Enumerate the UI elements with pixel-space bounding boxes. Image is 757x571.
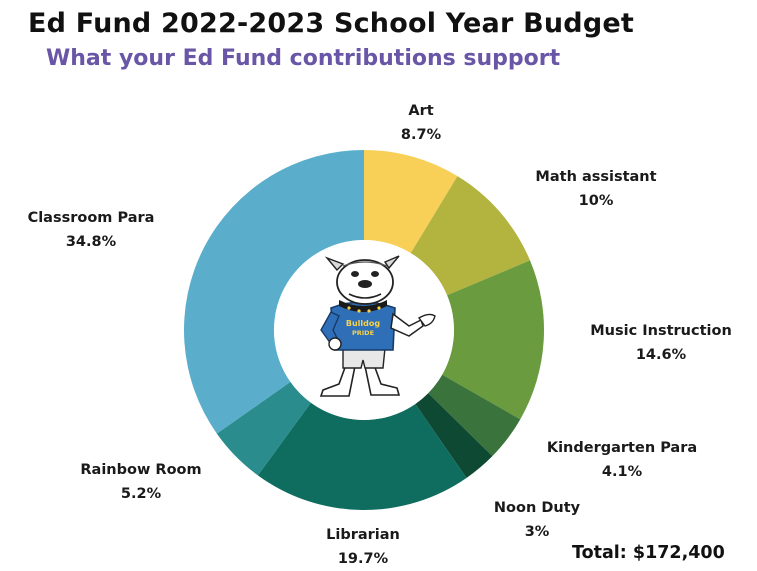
slice-value-librarian: 19.7% [338,551,389,567]
slice-classroom-para [184,150,364,434]
slice-value-music-instruction: 14.6% [636,347,687,363]
slice-value-kindergarten-para: 4.1% [602,464,643,480]
slice-label-noon-duty: Noon Duty [494,500,581,516]
slice-label-music-instruction: Music Instruction [590,323,732,339]
chart-subtitle: What your Ed Fund contributions support [46,46,561,71]
slice-label-librarian: Librarian [326,527,400,543]
bulldog-mascot-icon: Bulldog PRIDE [319,255,436,397]
slice-label-rainbow-room: Rainbow Room [80,462,201,478]
slice-value-noon-duty: 3% [525,524,550,540]
total-amount: Total: $172,400 [572,543,725,563]
slice-label-kindergarten-para: Kindergarten Para [547,440,697,456]
slice-kindergarten-para [428,374,521,457]
chart-title: Ed Fund 2022-2023 School Year Budget [28,8,634,39]
slice-value-classroom-para: 34.8% [66,234,117,250]
slice-art [364,150,458,254]
slice-math-assistant [410,176,530,296]
slice-noon-duty [415,393,493,478]
shirt-text-pride: PRIDE [352,329,374,337]
shirt-text-bulldog: Bulldog [346,319,381,328]
slice-label-art: Art [408,103,433,119]
slice-librarian [257,402,467,510]
slice-rainbow-room [216,381,311,476]
slice-value-rainbow-room: 5.2% [121,486,162,502]
slice-value-math-assistant: 10% [579,193,614,209]
slice-labels: Art 8.7% Math assistant 10% Music Instructio… [28,103,732,567]
slice-label-math-assistant: Math assistant [535,169,656,185]
slice-label-classroom-para: Classroom Para [28,210,155,226]
slice-music-instruction [442,260,544,420]
slice-value-art: 8.7% [401,127,442,143]
